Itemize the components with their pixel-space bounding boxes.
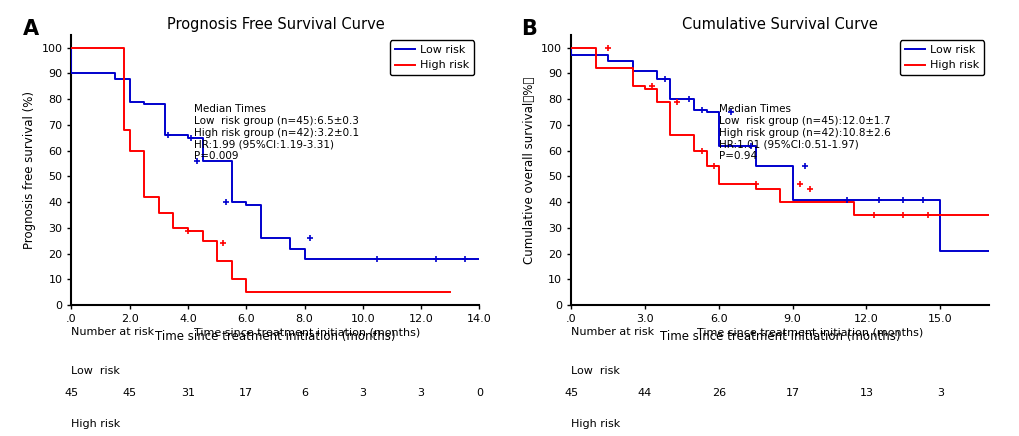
Text: 44: 44 xyxy=(637,388,651,398)
Text: 45: 45 xyxy=(564,388,578,398)
Text: 17: 17 xyxy=(785,388,799,398)
Text: 26: 26 xyxy=(711,388,726,398)
Title: Cumulative Survival Curve: Cumulative Survival Curve xyxy=(682,17,877,32)
Text: Time since treatment initiation (months): Time since treatment initiation (months) xyxy=(696,327,922,337)
Text: 31: 31 xyxy=(180,388,195,398)
Title: Prognosis Free Survival Curve: Prognosis Free Survival Curve xyxy=(166,17,384,32)
Text: Median Times
Low  risk group (n=45):6.5±0.3
High risk group (n=42):3.2±0.1
HR:1.: Median Times Low risk group (n=45):6.5±0… xyxy=(194,104,359,161)
Text: Low  risk: Low risk xyxy=(71,366,120,376)
Text: Median Times
Low  risk group (n=45):12.0±1.7
High risk group (n=42):10.8±2.6
HR:: Median Times Low risk group (n=45):12.0±… xyxy=(718,104,890,161)
Text: Number at risk: Number at risk xyxy=(571,327,653,337)
X-axis label: Time since treatment initiation (months): Time since treatment initiation (months) xyxy=(155,330,395,343)
Text: Number at risk: Number at risk xyxy=(71,327,154,337)
Text: Low  risk: Low risk xyxy=(571,366,620,376)
Text: B: B xyxy=(521,19,536,39)
Text: A: A xyxy=(22,19,39,39)
Text: 3: 3 xyxy=(359,388,366,398)
Text: 45: 45 xyxy=(122,388,137,398)
Text: 6: 6 xyxy=(301,388,308,398)
Text: High risk: High risk xyxy=(71,419,120,429)
Legend: Low risk, High risk: Low risk, High risk xyxy=(390,41,474,75)
X-axis label: Time since treatment initiation (months): Time since treatment initiation (months) xyxy=(659,330,900,343)
Y-axis label: Cumulative overall survival（%）: Cumulative overall survival（%） xyxy=(522,76,535,264)
Text: Time since treatment initiation (months): Time since treatment initiation (months) xyxy=(194,327,420,337)
Legend: Low risk, High risk: Low risk, High risk xyxy=(900,41,983,75)
Text: 0: 0 xyxy=(476,388,482,398)
Text: 3: 3 xyxy=(417,388,424,398)
Text: 13: 13 xyxy=(859,388,872,398)
Text: 45: 45 xyxy=(64,388,78,398)
Text: 17: 17 xyxy=(239,388,253,398)
Text: High risk: High risk xyxy=(571,419,620,429)
Y-axis label: Prognosis free survival (%): Prognosis free survival (%) xyxy=(22,91,36,249)
Text: 3: 3 xyxy=(935,388,943,398)
